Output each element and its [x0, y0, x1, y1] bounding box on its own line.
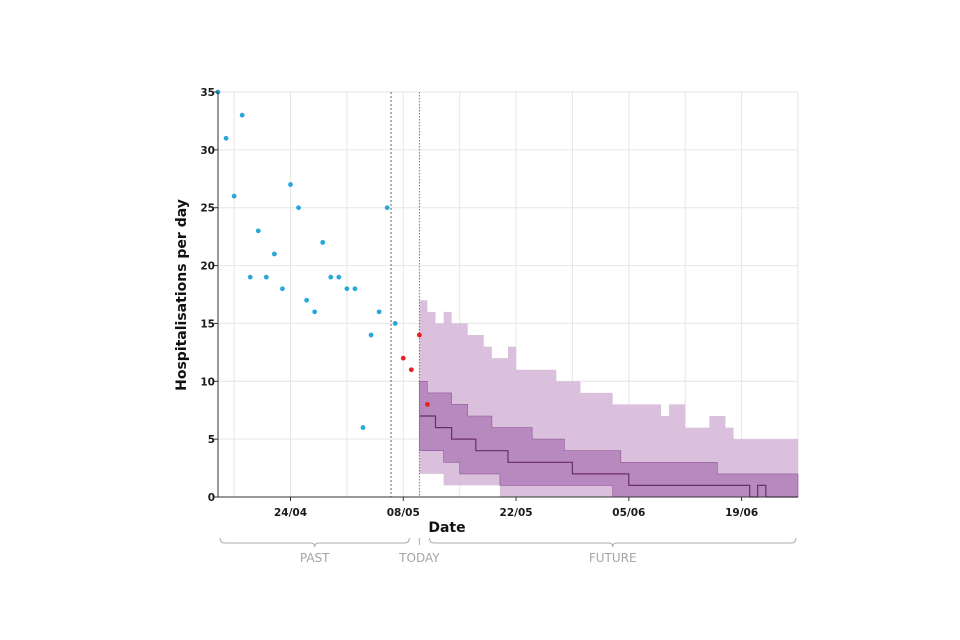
y-axis-title: Hospitalisations per day [174, 199, 190, 391]
observed-point [376, 309, 382, 315]
observed-point [312, 309, 318, 315]
observed-point [352, 286, 358, 292]
y-tick-label: 0 [208, 492, 215, 504]
y-tick-label: 25 [200, 203, 215, 215]
observed-point [320, 240, 326, 245]
y-tick-label: 35 [200, 87, 215, 99]
observed-point [392, 321, 398, 326]
reference-lines [390, 92, 420, 497]
observed-point [239, 112, 245, 118]
observed-point [231, 193, 237, 199]
observed-point [344, 286, 350, 292]
observed-point [360, 425, 366, 430]
observed-point [223, 135, 229, 141]
y-tick-label: 15 [200, 318, 215, 330]
period-bracket [219, 537, 410, 548]
observed-point [384, 205, 390, 211]
period-brackets: PAST TODAY FUTURE [219, 537, 797, 565]
observed-point [288, 182, 293, 187]
y-tick-label: 20 [200, 261, 215, 273]
x-tick-label: 08/05 [387, 507, 420, 519]
observed-point [304, 297, 310, 303]
observed-point [247, 274, 253, 280]
y-tick-label: 30 [200, 145, 215, 157]
y-tick-label: 10 [200, 376, 215, 388]
period-label: FUTURE [589, 551, 637, 565]
observed-point [296, 205, 301, 211]
period-bracket [428, 537, 797, 548]
observed-point [368, 332, 374, 338]
recent-point [425, 402, 430, 407]
recent-point [408, 367, 414, 373]
observed-point [280, 286, 285, 292]
x-axis-title: Date [428, 520, 465, 536]
x-tick-label: 19/06 [725, 507, 758, 519]
x-tick-label: 22/05 [500, 507, 533, 519]
observed-point [336, 274, 342, 280]
period-label: PAST [300, 551, 330, 565]
axes: 0 5 10 15 20 25 30 35 24/04 08/05 22/05 05/06 19/06 [200, 87, 798, 519]
x-tick-label: 05/06 [612, 507, 645, 519]
observed-point [255, 228, 261, 234]
median-forecast-line [419, 415, 798, 498]
observed-point [263, 274, 269, 280]
period-label: TODAY [398, 551, 440, 565]
observed-point [328, 274, 334, 280]
inner-prediction-band [419, 381, 799, 498]
recent-point [416, 332, 422, 338]
x-tick-label: 24/04 [274, 507, 307, 519]
observed-point [271, 251, 277, 257]
observed-points [215, 89, 430, 430]
recent-point [400, 355, 406, 361]
y-tick-label: 5 [208, 434, 215, 446]
forecast-bands [419, 300, 799, 498]
